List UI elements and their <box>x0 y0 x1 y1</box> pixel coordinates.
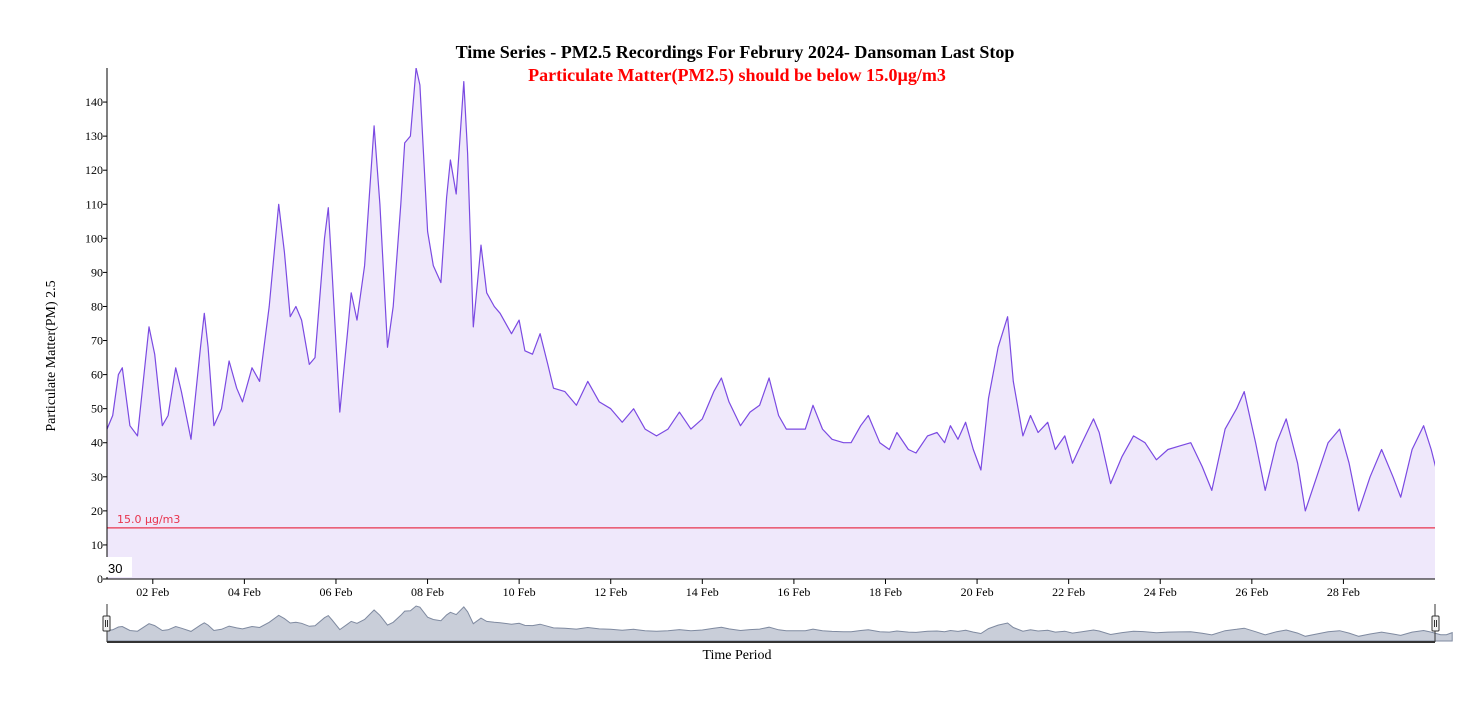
y-tick-label: 20 <box>91 504 103 518</box>
count-badge-label: 30 <box>108 561 122 576</box>
x-tick-label: 22 Feb <box>1052 585 1085 599</box>
x-tick-label: 08 Feb <box>411 585 444 599</box>
x-axis-label: Time Period <box>702 648 771 663</box>
x-tick-label: 20 Feb <box>961 585 994 599</box>
y-tick-label: 40 <box>91 436 103 450</box>
y-tick-label: 80 <box>91 299 103 313</box>
x-tick-label: 12 Feb <box>594 585 627 599</box>
plot-area[interactable]: 15.0 µg/m3 <box>107 68 1452 579</box>
y-tick-label: 90 <box>91 265 103 279</box>
y-tick-label: 120 <box>85 163 103 177</box>
count-badge: 30 <box>106 557 132 577</box>
series-line[interactable] <box>107 68 1452 512</box>
x-tick-label: 28 Feb <box>1327 585 1360 599</box>
x-tick-label: 18 Feb <box>869 585 902 599</box>
y-tick-label: 70 <box>91 334 103 348</box>
y-tick-label: 130 <box>85 129 103 143</box>
count-badge-background <box>106 557 132 577</box>
y-axis-label: Particulate Matter(PM) 2.5 <box>44 280 59 431</box>
x-tick-label: 02 Feb <box>136 585 169 599</box>
y-tick-label: 30 <box>91 470 103 484</box>
y-tick-label: 140 <box>85 95 103 109</box>
navigator[interactable] <box>102 604 1453 643</box>
x-tick-label: 06 Feb <box>319 585 352 599</box>
x-tick-label: 24 Feb <box>1144 585 1177 599</box>
navigator-right-handle[interactable] <box>1431 615 1440 632</box>
x-tick-label: 10 Feb <box>503 585 536 599</box>
y-tick-label: 110 <box>85 197 103 211</box>
navigator-left-handle[interactable] <box>102 615 111 632</box>
threshold-label: 15.0 µg/m3 <box>117 513 180 526</box>
x-tick-label: 16 Feb <box>777 585 810 599</box>
x-axis: 02 Feb 04 Feb 06 Feb 08 Feb 10 Feb 12 Feb 14 F… <box>107 578 1435 599</box>
y-tick-label: 50 <box>91 402 103 416</box>
series-area-fill <box>107 68 1435 579</box>
chart-subtitle: Particulate Matter(PM2.5) should be belo… <box>528 65 946 86</box>
x-tick-label: 04 Feb <box>228 585 261 599</box>
y-tick-label: 60 <box>91 368 103 382</box>
y-tick-label: 10 <box>91 538 103 552</box>
y-tick-label: 100 <box>85 231 103 245</box>
x-tick-label: 14 Feb <box>686 585 719 599</box>
navigator-series-area <box>106 605 1453 642</box>
y-tick-label: 0 <box>97 572 103 586</box>
y-axis: 0 10 20 30 40 50 60 70 80 90 100 110 120 130 140 <box>85 68 108 586</box>
chart-title: Time Series - PM2.5 Recordings For Febru… <box>456 42 1015 62</box>
x-tick-label: 26 Feb <box>1235 585 1268 599</box>
